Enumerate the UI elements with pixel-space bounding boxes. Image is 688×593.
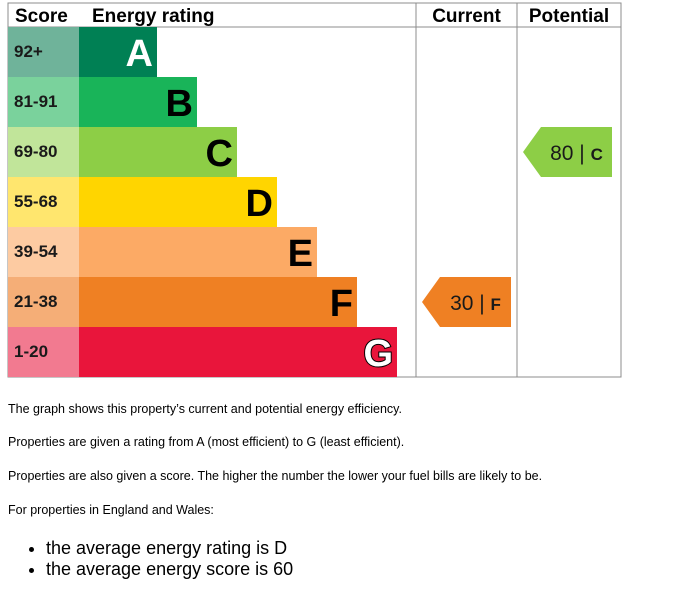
energy-rating-chart: Score Energy rating Current Potential 92… bbox=[7, 2, 622, 378]
score-range-b: 81-91 bbox=[14, 92, 57, 111]
band-bar-b bbox=[79, 77, 197, 127]
band-bar-g bbox=[79, 327, 397, 377]
current-score-value: 30 | bbox=[450, 292, 490, 315]
score-description: Properties are also given a score. The h… bbox=[8, 469, 543, 483]
score-column-header: Score bbox=[15, 6, 68, 27]
score-cell-e bbox=[8, 227, 79, 277]
band-bar-a bbox=[79, 27, 157, 77]
band-bar-f bbox=[79, 277, 357, 327]
score-cell-a bbox=[8, 27, 79, 77]
rating-description: Properties are given a rating from A (mo… bbox=[8, 435, 405, 449]
band-bar-e bbox=[79, 227, 317, 277]
graph-description: The graph shows this property’s current … bbox=[8, 402, 402, 416]
region-note: For properties in England and Wales: bbox=[8, 503, 214, 517]
band-bar-d bbox=[79, 177, 277, 227]
band-letter-d: D bbox=[246, 183, 273, 225]
score-range-e: 39-54 bbox=[14, 242, 58, 261]
energy-rating-column-header: Energy rating bbox=[92, 6, 214, 27]
potential-rating-indicator: 80 | C bbox=[523, 127, 612, 177]
potential-indicator-label: 80 | C bbox=[550, 142, 603, 165]
score-cell-b bbox=[8, 77, 79, 127]
potential-column-header: Potential bbox=[529, 6, 609, 27]
score-range-d: 55-68 bbox=[14, 192, 57, 211]
band-bar-c bbox=[79, 127, 237, 177]
potential-indicator-arrow bbox=[523, 127, 612, 177]
average-rating-item: the average energy rating is D bbox=[46, 538, 293, 559]
band-letter-e: E bbox=[288, 233, 313, 275]
band-letter-g: G bbox=[363, 333, 393, 375]
band-letter-b: B bbox=[166, 83, 193, 125]
score-cell-f bbox=[8, 277, 79, 327]
potential-rating-letter: C bbox=[591, 145, 603, 164]
rating-bands: 92+ A 81-91 B 69-80 C 55-68 D 39-54 E 21-38 F 1-20 G bbox=[8, 27, 397, 377]
score-cell-g bbox=[8, 327, 79, 377]
current-rating-letter: F bbox=[491, 295, 501, 314]
current-rating-indicator: 30 | F bbox=[422, 277, 511, 327]
score-cell-d bbox=[8, 177, 79, 227]
band-letter-a: A bbox=[126, 33, 153, 75]
score-range-g: 1-20 bbox=[14, 342, 48, 361]
score-cell-c bbox=[8, 127, 79, 177]
band-letter-c: C bbox=[206, 133, 233, 175]
current-indicator-label: 30 | F bbox=[450, 292, 501, 315]
score-range-f: 21-38 bbox=[14, 292, 57, 311]
rating-indicators: 30 | F 80 | C bbox=[422, 127, 612, 327]
score-range-c: 69-80 bbox=[14, 142, 57, 161]
average-score-item: the average energy score is 60 bbox=[46, 559, 293, 580]
potential-score-value: 80 | bbox=[550, 142, 590, 165]
current-column-header: Current bbox=[432, 6, 501, 27]
band-letter-f: F bbox=[330, 283, 353, 325]
current-indicator-arrow bbox=[422, 277, 511, 327]
average-list: the average energy rating is D the avera… bbox=[8, 538, 293, 580]
score-range-a: 92+ bbox=[14, 42, 43, 61]
